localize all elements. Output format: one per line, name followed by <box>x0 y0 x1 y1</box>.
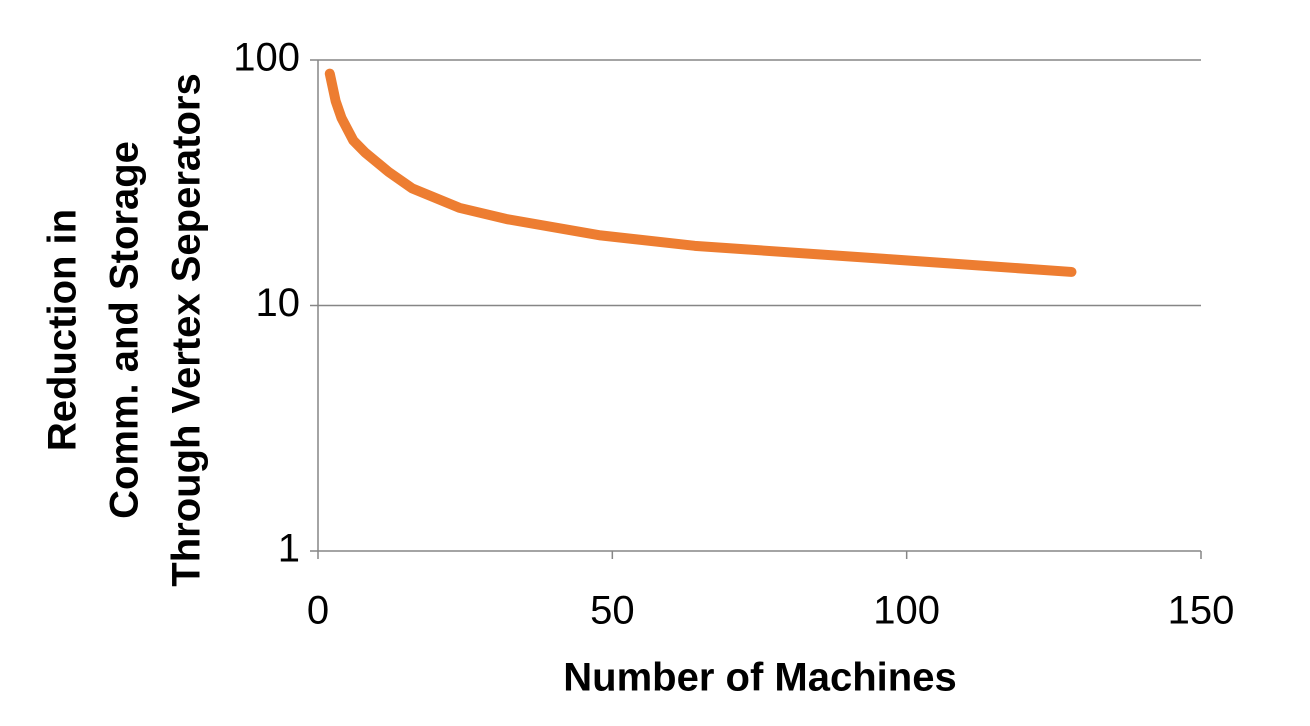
y-tick-label: 100 <box>233 36 300 80</box>
y-axis-title-line: Reduction in <box>41 209 85 451</box>
x-tick-label: 50 <box>590 589 635 633</box>
x-tick-label: 150 <box>1168 589 1235 633</box>
y-axis-title-line: Comm. and Storage <box>103 141 147 519</box>
x-axis-title: Number of Machines <box>563 656 956 700</box>
y-tick-label: 10 <box>256 281 301 325</box>
x-tick-label: 0 <box>307 589 329 633</box>
y-axis-title-line: Through Vertex Seperators <box>165 73 209 586</box>
data-line <box>324 68 1077 277</box>
x-tick-label: 100 <box>873 589 940 633</box>
y-axis-title: Reduction in Comm. and Storage Through V… <box>41 73 209 586</box>
y-tick-label: 1 <box>278 527 300 571</box>
